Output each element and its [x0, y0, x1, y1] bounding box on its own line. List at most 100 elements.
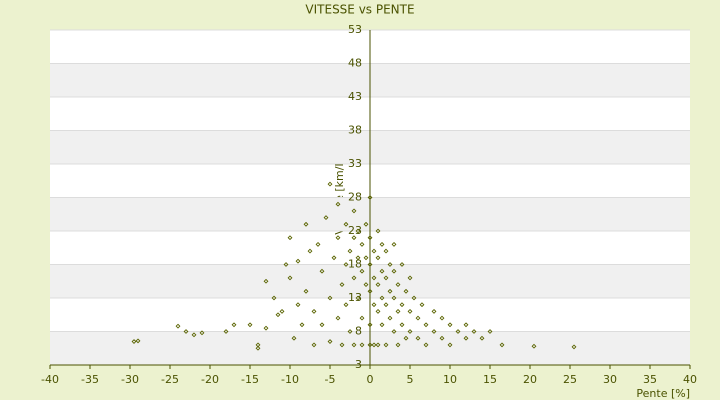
point	[299, 322, 305, 328]
point	[199, 330, 205, 336]
point	[399, 322, 405, 328]
point	[339, 342, 345, 348]
point	[339, 282, 345, 288]
point	[371, 342, 377, 348]
point	[375, 342, 381, 348]
point	[323, 215, 329, 221]
x-tick-label: 15	[483, 373, 497, 386]
point	[423, 342, 429, 348]
x-tick-label: -15	[241, 373, 259, 386]
point	[291, 335, 297, 341]
point	[423, 322, 429, 328]
point	[407, 275, 413, 281]
point	[471, 329, 477, 334]
y-tick-label: 13	[348, 291, 362, 304]
y-tick-label: 8	[355, 325, 362, 338]
point	[347, 248, 353, 254]
point	[131, 339, 137, 344]
point	[355, 255, 361, 261]
point	[371, 248, 377, 254]
point	[135, 338, 141, 344]
point	[315, 241, 321, 247]
point	[367, 342, 373, 348]
point	[395, 308, 401, 314]
x-tick-label: 10	[443, 373, 457, 386]
point	[343, 262, 349, 267]
point	[343, 302, 349, 308]
point	[311, 308, 317, 314]
point	[303, 288, 309, 294]
point	[383, 248, 389, 254]
point	[255, 345, 261, 351]
point	[231, 322, 237, 328]
point	[363, 221, 369, 227]
point	[407, 308, 413, 314]
point	[431, 329, 437, 334]
x-tick-label: 25	[563, 373, 577, 386]
point	[287, 235, 293, 241]
point	[263, 325, 269, 331]
point	[351, 208, 357, 214]
point	[431, 308, 437, 314]
point	[415, 315, 421, 321]
point	[191, 332, 197, 338]
point	[279, 308, 285, 314]
point	[351, 342, 357, 348]
point	[571, 344, 577, 350]
y-tick-label: 43	[348, 90, 362, 103]
point	[263, 278, 269, 284]
point	[379, 322, 385, 328]
point	[307, 248, 313, 254]
point	[419, 302, 425, 308]
point	[335, 315, 341, 321]
x-tick-label: -25	[161, 373, 179, 386]
point	[367, 262, 373, 267]
point	[499, 342, 505, 348]
point	[351, 275, 357, 281]
point	[391, 295, 397, 301]
x-tick-label: -40	[41, 373, 59, 386]
point	[271, 295, 277, 301]
point	[311, 342, 317, 348]
point	[447, 342, 453, 348]
point	[371, 275, 377, 281]
point	[223, 329, 229, 334]
point	[399, 302, 405, 308]
point	[327, 181, 333, 187]
point	[379, 268, 385, 274]
point	[331, 255, 337, 261]
y-tick-label: 18	[348, 258, 362, 271]
point	[359, 315, 365, 321]
point	[395, 342, 401, 348]
point	[399, 262, 405, 267]
point	[379, 295, 385, 301]
point	[359, 342, 365, 348]
x-axis-title: Pente [%]	[636, 387, 690, 400]
point	[395, 282, 401, 288]
point	[303, 221, 309, 227]
x-tick-label: -20	[201, 373, 219, 386]
point	[387, 288, 393, 294]
point	[335, 235, 341, 241]
point	[447, 322, 453, 328]
point	[415, 335, 421, 341]
point	[375, 308, 381, 314]
x-tick-label: -30	[121, 373, 139, 386]
point	[247, 322, 253, 328]
x-tick-label: 35	[643, 373, 657, 386]
chart-title: VITESSE vs PENTE	[305, 3, 414, 17]
point	[327, 339, 333, 344]
point	[359, 268, 365, 274]
x-tick-label: 5	[407, 373, 414, 386]
point	[359, 241, 365, 247]
point	[319, 322, 325, 328]
x-tick-label: -35	[81, 373, 99, 386]
point	[371, 302, 377, 308]
y-tick-label: 53	[348, 23, 362, 36]
y-tick-label: 48	[348, 57, 362, 70]
point	[531, 343, 537, 349]
point	[455, 329, 461, 334]
point	[343, 221, 349, 227]
point	[363, 255, 369, 261]
